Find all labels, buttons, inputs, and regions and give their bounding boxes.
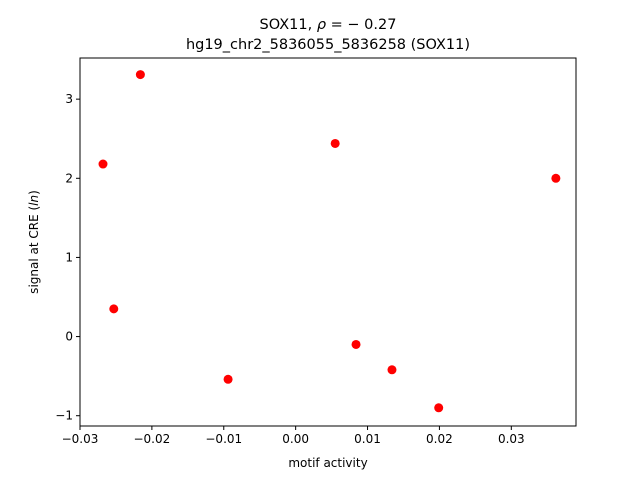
data-point-3 xyxy=(135,70,145,80)
y-axis-ticks: −1 0 1 2 3 xyxy=(55,92,80,423)
x-tick-label: −0.01 xyxy=(205,432,242,446)
chart-title-line2: hg19_chr2_5836055_5836258 (SOX11) xyxy=(186,37,470,53)
chart-title-line1: SOX11, ρ = − 0.27 xyxy=(260,17,397,33)
data-point-9 xyxy=(551,173,561,183)
x-tick-label: 0.01 xyxy=(354,432,381,446)
data-points xyxy=(98,70,561,413)
x-tick-label: −0.02 xyxy=(133,432,170,446)
y-axis-label: signal at CRE (ln) xyxy=(27,190,41,294)
title-rho: ρ xyxy=(317,17,327,33)
y-tick-label: −1 xyxy=(55,409,73,423)
y-tick-label: 3 xyxy=(65,92,73,106)
x-axis-label: motif activity xyxy=(288,456,367,470)
y-tick-label: 0 xyxy=(65,330,73,344)
data-point-1 xyxy=(98,159,108,169)
title-text: SOX11, xyxy=(260,17,317,33)
plot-frame xyxy=(79,57,577,427)
title-rho-value: = − 0.27 xyxy=(326,17,396,33)
x-axis-ticks: −0.03 −0.02 −0.01 0.00 0.01 0.02 0.03 xyxy=(62,426,525,446)
x-tick-label: 0.00 xyxy=(282,432,309,446)
x-tick-label: 0.02 xyxy=(426,432,453,446)
data-point-6 xyxy=(351,339,361,349)
y-tick-label: 1 xyxy=(65,250,73,264)
x-tick-label: 0.03 xyxy=(498,432,525,446)
y-axis-label-italic: ln xyxy=(27,195,41,206)
y-tick-label: 2 xyxy=(65,171,73,185)
y-axis-label-suffix: ) xyxy=(27,190,41,195)
y-axis-label-prefix: signal at CRE ( xyxy=(27,206,41,294)
data-point-8 xyxy=(434,403,444,413)
data-point-7 xyxy=(387,365,397,375)
data-point-5 xyxy=(330,138,340,148)
x-tick-label: −0.03 xyxy=(62,432,99,446)
data-point-4 xyxy=(223,374,233,384)
data-point-2 xyxy=(109,304,119,314)
